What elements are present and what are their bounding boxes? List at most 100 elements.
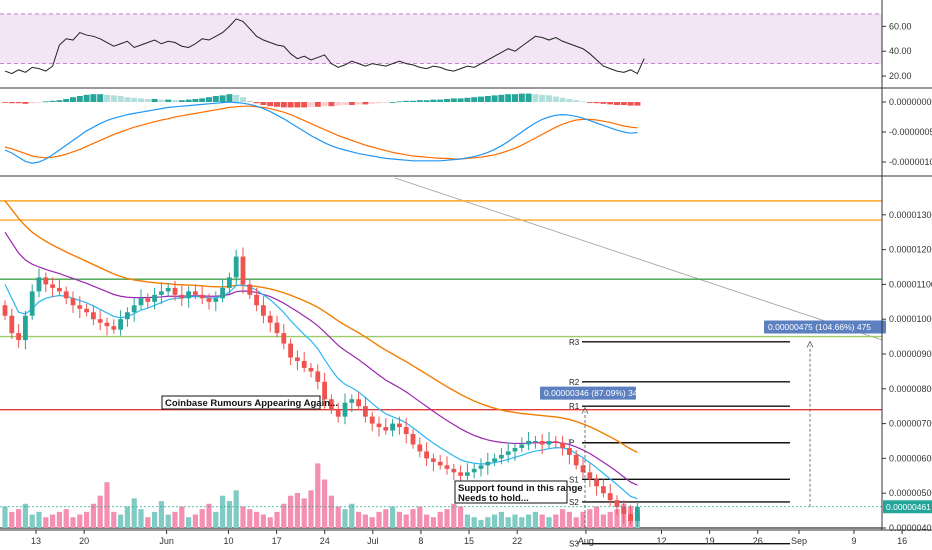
volume-bar bbox=[213, 511, 219, 528]
candle-body bbox=[499, 454, 504, 459]
volume-bar bbox=[84, 511, 90, 528]
volume-bar bbox=[77, 514, 83, 528]
candle-body bbox=[16, 333, 21, 341]
candle-body bbox=[573, 454, 579, 466]
candle-body bbox=[233, 256, 239, 278]
date-tick-label: Jul bbox=[367, 536, 379, 546]
last-price-tag bbox=[883, 500, 932, 514]
volume-bar bbox=[186, 517, 192, 528]
candle-body bbox=[342, 402, 348, 417]
volume-bar bbox=[220, 495, 226, 528]
macd-histogram-bar bbox=[36, 102, 42, 103]
candle-body bbox=[301, 360, 307, 368]
volume-bar bbox=[152, 511, 158, 528]
macd-histogram-bar bbox=[83, 94, 90, 102]
volume-bar bbox=[43, 517, 49, 528]
macd-histogram-bar bbox=[410, 100, 416, 102]
volume-bar bbox=[437, 511, 443, 528]
candle-body bbox=[165, 287, 171, 292]
volume-bar bbox=[274, 511, 280, 528]
macd-histogram-bar bbox=[267, 102, 274, 107]
volume-bar bbox=[254, 511, 260, 528]
volume-bar bbox=[131, 498, 137, 528]
volume-bar bbox=[199, 509, 205, 528]
candle-body bbox=[465, 472, 470, 476]
rsi-line bbox=[4, 18, 645, 75]
volume-bar bbox=[539, 514, 545, 528]
candle-body bbox=[349, 399, 355, 403]
volume-bar bbox=[267, 517, 273, 528]
candle-body bbox=[104, 322, 110, 327]
volume-bar bbox=[63, 509, 69, 528]
candle-body bbox=[587, 472, 593, 480]
measure-callout-box bbox=[540, 386, 636, 400]
price-tick-label: 0.00000900 bbox=[889, 349, 932, 359]
macd-line bbox=[4, 101, 638, 164]
macd-histogram-bar bbox=[76, 96, 83, 102]
volume-bar bbox=[594, 506, 600, 528]
candle-body bbox=[580, 465, 586, 473]
macd-histogram-bar bbox=[355, 102, 362, 105]
macd-histogram-bar bbox=[287, 102, 294, 108]
candle-body bbox=[621, 507, 627, 515]
macd-histogram-bar bbox=[464, 97, 471, 102]
volume-bar bbox=[396, 511, 402, 528]
macd-histogram-bar bbox=[199, 98, 206, 102]
macd-histogram-bar bbox=[457, 98, 464, 102]
price-tick-label: 0.00000400 bbox=[889, 523, 932, 533]
candle-body bbox=[179, 294, 185, 299]
volume-bar bbox=[50, 514, 56, 528]
candle-body bbox=[261, 305, 266, 316]
macd-signal-line bbox=[4, 105, 638, 160]
macd-histogram-bar bbox=[627, 102, 634, 106]
volume-bar bbox=[9, 511, 15, 528]
macd-histogram-bar bbox=[382, 102, 389, 103]
pivot-level-label: P bbox=[569, 439, 574, 448]
candle-body bbox=[383, 427, 389, 431]
macd-histogram-bar bbox=[42, 101, 49, 103]
price-tick-label: 0.00001200 bbox=[889, 245, 932, 255]
volume-bar bbox=[580, 511, 586, 528]
measure-arrow-head bbox=[581, 406, 589, 414]
volume-bar bbox=[498, 511, 504, 528]
macd-histogram-bar bbox=[70, 97, 76, 102]
candle-body bbox=[295, 357, 300, 361]
volume-bar bbox=[206, 503, 212, 528]
volume-bar bbox=[97, 495, 103, 528]
candle-body bbox=[131, 305, 137, 313]
volume-bar bbox=[138, 509, 144, 528]
pivot-level-label: R3 bbox=[569, 338, 580, 347]
macd-histogram-bar bbox=[593, 102, 600, 104]
rsi-tick-label: 20.00 bbox=[889, 71, 912, 81]
macd-histogram-bar bbox=[226, 94, 233, 102]
volume-bar bbox=[247, 509, 253, 528]
candle-body bbox=[594, 479, 599, 487]
volume-bar bbox=[2, 506, 8, 528]
volume-bar bbox=[444, 509, 450, 528]
volume-bar bbox=[512, 514, 518, 528]
macd-histogram-bar bbox=[124, 97, 131, 102]
macd-histogram-bar bbox=[104, 94, 110, 102]
candle-body bbox=[2, 305, 8, 316]
candle-body bbox=[315, 371, 321, 382]
volume-bar bbox=[335, 506, 341, 528]
annotation-box bbox=[161, 395, 321, 410]
candle-body bbox=[397, 423, 402, 428]
date-tick-label: 15 bbox=[464, 536, 474, 546]
volume-bar bbox=[417, 506, 423, 528]
rsi-band bbox=[0, 13, 882, 64]
price-pane: R3 R2 R1 P S1 S2 S3 0.00000346 (87.09%) 346 0.0… bbox=[0, 177, 932, 549]
price-tick-label: 0.00001300 bbox=[889, 210, 932, 220]
volume-bar bbox=[573, 517, 579, 528]
ema-mid-line bbox=[4, 231, 638, 486]
macd-tick-label: -0.00000050 bbox=[889, 127, 932, 137]
macd-histogram-bar bbox=[335, 102, 342, 106]
volume-bar bbox=[362, 514, 368, 528]
candle-body bbox=[199, 294, 205, 299]
volume-bar bbox=[607, 511, 613, 528]
candle-body bbox=[322, 381, 327, 400]
candle-body bbox=[539, 441, 545, 445]
volume-bar bbox=[288, 495, 294, 528]
ema-fast-line bbox=[4, 284, 638, 500]
